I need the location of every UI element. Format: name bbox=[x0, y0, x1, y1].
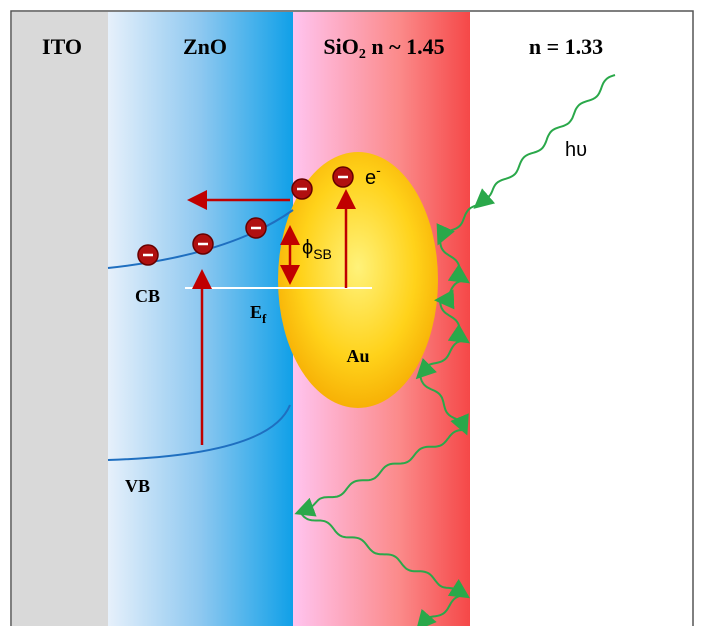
light-ray bbox=[415, 339, 466, 380]
light-ray bbox=[436, 204, 479, 246]
light-ray bbox=[439, 299, 470, 344]
ito-label: ITO bbox=[42, 34, 82, 59]
au-particle bbox=[278, 152, 438, 408]
vb-label: VB bbox=[125, 476, 150, 496]
light-ray bbox=[299, 511, 471, 599]
sio2-label: SiO2 n ~ 1.45 bbox=[323, 34, 444, 62]
ito-layer bbox=[12, 12, 108, 626]
electrons bbox=[137, 166, 354, 266]
frame bbox=[10, 10, 694, 626]
cb-band bbox=[107, 209, 294, 269]
vb-band bbox=[107, 404, 291, 461]
light-ray bbox=[434, 279, 466, 310]
light-path bbox=[294, 74, 616, 626]
photon-label: hυ bbox=[565, 139, 587, 161]
light-ray bbox=[473, 74, 616, 209]
cb-label: CB bbox=[135, 286, 160, 306]
barrier-label: ϕSB bbox=[302, 237, 332, 262]
light-ray bbox=[294, 429, 465, 517]
electron-label: e- bbox=[365, 162, 381, 189]
light-ray bbox=[419, 374, 469, 436]
zno-label: ZnO bbox=[183, 34, 227, 59]
light-ray bbox=[416, 594, 466, 626]
fermi-label: Ef bbox=[250, 302, 267, 326]
medium-label: n = 1.33 bbox=[529, 34, 603, 59]
au-label: Au bbox=[346, 346, 369, 366]
light-ray bbox=[439, 239, 470, 284]
zno-layer bbox=[108, 12, 293, 626]
